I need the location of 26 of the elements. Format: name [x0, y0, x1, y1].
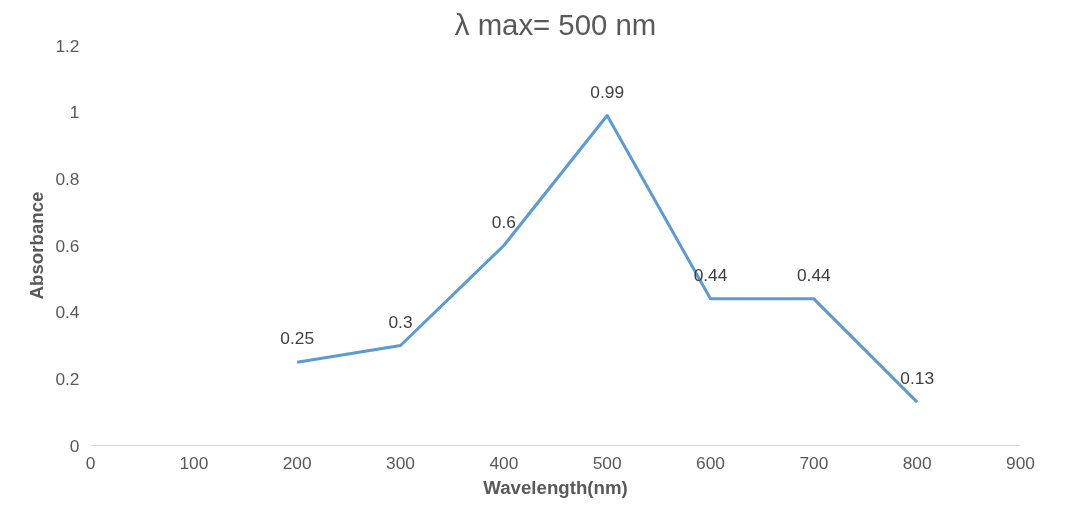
data-label: 0.99 — [590, 81, 625, 102]
x-tick-label: 200 — [282, 452, 312, 473]
x-axis-title: Wavelength(nm) — [483, 476, 628, 498]
x-tick-label: 400 — [489, 452, 519, 473]
data-label: 0.13 — [900, 368, 935, 389]
x-tick-label: 900 — [1006, 452, 1035, 473]
y-axis-title: Absorbance — [26, 191, 48, 300]
x-tick-label: 500 — [592, 452, 622, 473]
x-tick-label: 300 — [386, 452, 415, 473]
y-tick-label: 0 — [69, 435, 80, 456]
x-tick-label: 700 — [799, 452, 829, 473]
x-tick-label: 100 — [179, 452, 209, 473]
chart-title: λ max= 500 nm — [454, 7, 657, 41]
y-tick-label: 0.4 — [55, 302, 80, 323]
x-tick-label: 0 — [85, 452, 96, 473]
data-label: 0.3 — [388, 311, 413, 332]
x-tick-label: 800 — [902, 452, 932, 473]
y-tick-label: 0.2 — [55, 368, 80, 389]
x-tick-label: 600 — [696, 452, 725, 473]
y-tick-label: 1.2 — [55, 35, 80, 56]
y-tick-label: 0.8 — [55, 168, 80, 189]
y-tick-label: 0.6 — [55, 235, 80, 256]
data-label: 0.44 — [796, 264, 832, 285]
data-label: 0.25 — [280, 328, 315, 349]
data-label: 0.6 — [491, 211, 516, 232]
y-tick-label: 1 — [69, 102, 80, 123]
